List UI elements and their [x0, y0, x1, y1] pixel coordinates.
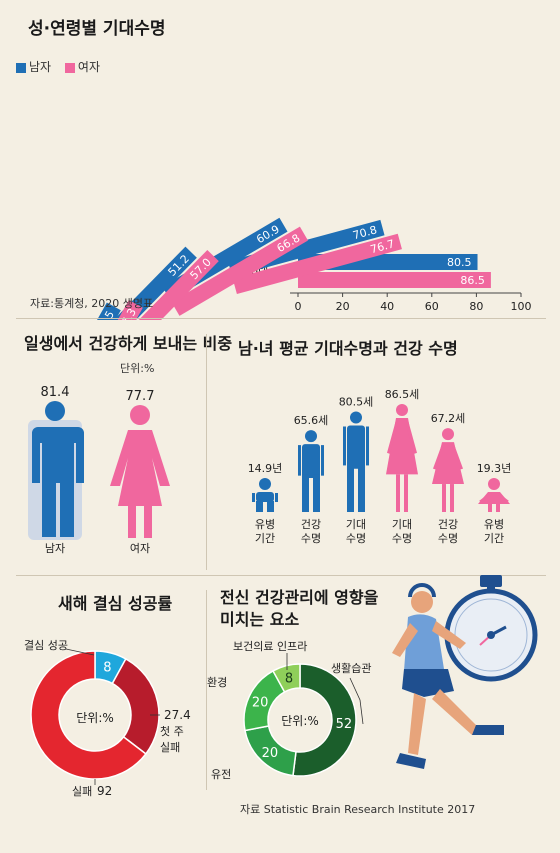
male-figure-icon [28, 401, 84, 540]
legend-male-swatch [16, 62, 26, 73]
health-span-value-0: 14.9년 [248, 462, 283, 475]
health-span-figure-2 [343, 411, 369, 512]
health-span-value-2: 80.5세 [339, 395, 374, 408]
resolution-first-week-label-line1: 첫 주 [160, 725, 184, 738]
health-span-figure-3 [386, 404, 418, 512]
factors-value-1: 20 [262, 746, 279, 761]
health-span-label-2-1: 수명 [346, 532, 366, 545]
resolution-slice-fail [30, 650, 147, 780]
radial-xtick-2: 40 [380, 300, 394, 313]
health-span-label-0-1: 기간 [255, 532, 275, 545]
factors-source: 자료 Statistic Brain Research Institute 20… [240, 803, 476, 816]
health-span-figure-0 [252, 478, 278, 512]
health-span-label-0-0: 유병 [255, 518, 275, 531]
runner-stopwatch-illustration [392, 575, 538, 769]
radial-x-axis: 0 20 40 60 80 100 [290, 292, 532, 313]
health-span-label-5-1: 기간 [484, 532, 504, 545]
legend: 남자 여자 [16, 58, 100, 75]
health-span-title: 남·녀 평균 기대수명과 건강 수명 [238, 339, 458, 358]
health-span-chart: 14.9년유병기간65.6세건강수명80.5세기대수명86.5세기대수명67.2… [248, 388, 512, 545]
health-span-label-3-1: 수명 [392, 532, 412, 545]
healthy-share-unit: 단위:% [120, 362, 155, 375]
factors-unit-label: 단위:% [281, 714, 319, 728]
radial-bar-female-0 [298, 272, 491, 288]
resolution-title: 새해 결심 성공률 [58, 594, 173, 613]
health-span-figure-1 [298, 430, 324, 512]
legend-female-label: 여자 [77, 60, 101, 74]
health-span-value-5: 19.3년 [477, 462, 512, 475]
factors-donut-chart: 52 20 20 8 단위:% 보건의료 인프라 환경 유전 생활습관 [207, 640, 371, 781]
resolution-fail-label: 실패 [72, 785, 92, 798]
radial-value-female-0: 86.5 [460, 274, 485, 287]
factors-healthcare-label: 보건의료 인프라 [233, 640, 307, 653]
health-span-label-5-0: 유병 [484, 518, 504, 531]
radial-value-male-1: 70.8 [351, 223, 378, 242]
radial-xtick-1: 20 [336, 300, 350, 313]
legend-female-swatch [64, 62, 75, 73]
resolution-first-week-label-line2: 실패 [160, 741, 180, 754]
resolution-donut-chart: 8 단위:% 결심 성공 27.4 첫 주 실패 실패 92 [24, 639, 191, 798]
factors-lifestyle-label: 생활습관 [331, 661, 371, 675]
radial-value-female-1: 76.7 [369, 237, 396, 256]
resolution-slice-first-week-fail [111, 657, 160, 755]
factors-environment-label: 환경 [207, 676, 227, 689]
life-expectancy-title: 성·연령별 기대수명 [28, 19, 166, 39]
resolution-first-week-value: 27.4 [164, 708, 191, 722]
female-share-label: 여자 [130, 542, 150, 555]
radial-xtick-4: 80 [469, 300, 483, 313]
legend-male-label: 남자 [29, 60, 52, 74]
female-figure-icon [110, 405, 170, 538]
factors-value-3: 8 [285, 671, 293, 686]
resolution-unit-label: 단위:% [76, 711, 114, 725]
factors-slice-0 [292, 663, 357, 777]
radial-life-expectancy-chart: 80.586.510대 이하70.876.71060.966.82051.257… [61, 217, 532, 320]
healthy-share-title: 일생에서 건강하게 보내는 비중 [24, 334, 233, 353]
resolution-fail-value: 92 [97, 784, 112, 798]
male-share-value: 81.4 [41, 385, 70, 400]
radial-value-male-0: 80.5 [447, 256, 472, 269]
radial-value-male-4: 41.5 [94, 309, 117, 320]
radial-xtick-3: 60 [425, 300, 439, 313]
male-share-label: 남자 [45, 542, 65, 555]
health-span-value-1: 65.6세 [294, 414, 329, 427]
factors-title: 전신 건강관리에 영향을 미치는 요소 [220, 588, 379, 629]
radial-bar-female-2 [171, 226, 308, 316]
factors-value-0: 52 [336, 717, 353, 732]
health-span-label-1-0: 건강 [301, 518, 321, 531]
factors-value-2: 20 [252, 695, 269, 710]
resolution-success-value: 8 [103, 661, 111, 676]
stopwatch-icon [444, 575, 538, 682]
resolution-success-leader [65, 648, 95, 656]
health-span-value-4: 67.2세 [431, 412, 466, 425]
radial-xtick-0: 0 [295, 300, 302, 313]
healthy-share-chart: 81.4 77.7 남자 여자 [28, 385, 170, 555]
factors-slice-3 [272, 663, 301, 693]
health-span-figure-5 [478, 478, 510, 512]
radial-bar-female-1 [232, 233, 402, 295]
health-span-label-3-0: 기대 [392, 518, 412, 531]
factors-genetics-label: 유전 [211, 768, 231, 781]
radial-bar-female-3 [118, 249, 219, 320]
female-share-value: 77.7 [126, 389, 155, 404]
health-span-label-2-0: 기대 [346, 518, 366, 531]
health-span-value-3: 86.5세 [385, 388, 420, 401]
health-span-label-4-0: 건강 [438, 518, 458, 531]
life-expectancy-source: 자료:통계청, 2020 생명표 [30, 297, 154, 310]
health-span-label-4-1: 수명 [438, 532, 458, 545]
runner-icon [392, 583, 504, 769]
resolution-success-label: 결심 성공 [24, 639, 68, 652]
health-span-label-1-1: 수명 [301, 532, 321, 545]
radial-xtick-5: 100 [511, 300, 532, 313]
factors-lifestyle-leader [349, 677, 364, 725]
health-span-figure-4 [432, 428, 464, 512]
